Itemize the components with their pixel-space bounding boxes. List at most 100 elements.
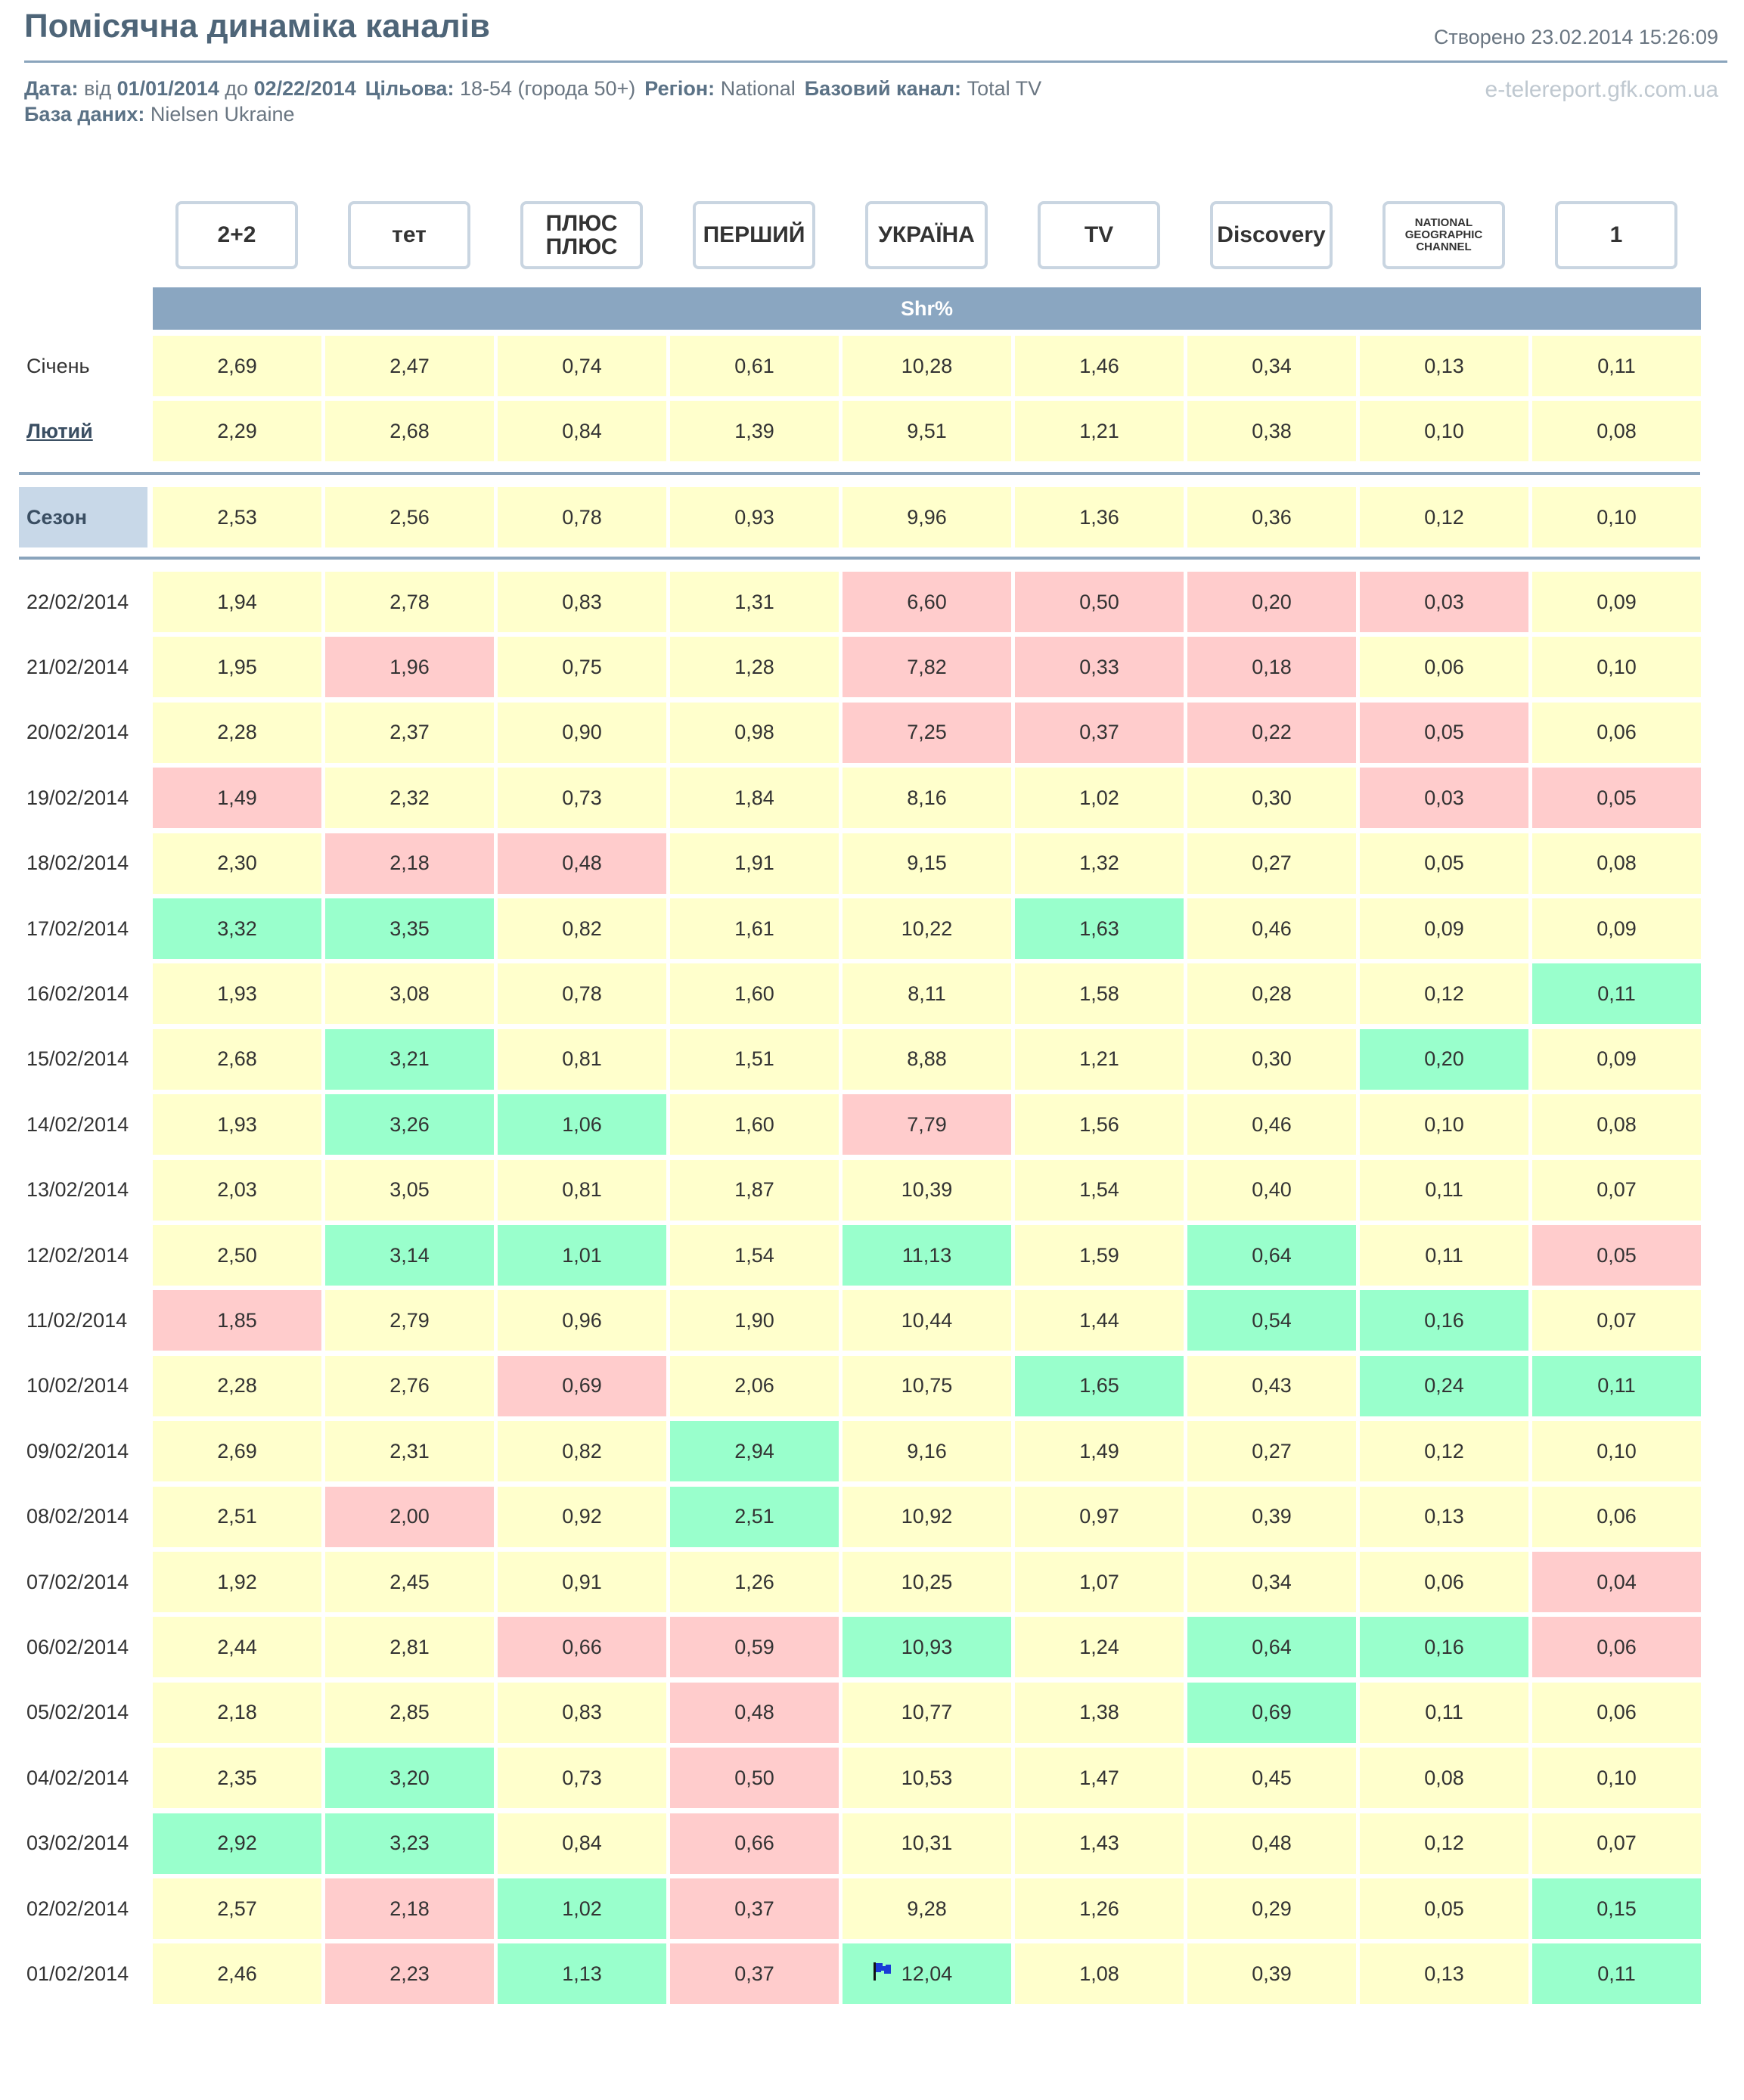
value-cell: 2,68 — [325, 401, 494, 461]
value-cell: 10,93 — [843, 1617, 1011, 1678]
value-cell: 0,08 — [1532, 1094, 1701, 1155]
value-cell: 1,43 — [1015, 1813, 1184, 1874]
channel-logo: TV — [1038, 201, 1160, 269]
value-cell: 0,16 — [1360, 1617, 1528, 1678]
value-cell: 2,92 — [153, 1813, 321, 1874]
value-cell: 2,47 — [325, 336, 494, 396]
value-cell: 1,96 — [325, 637, 494, 698]
filter-line: Дата: від 01/01/2014 до 02/22/2014 Цільов… — [24, 76, 1050, 101]
value-cell: 0,90 — [498, 702, 666, 763]
value-cell: 2,44 — [153, 1617, 321, 1678]
row-label: 08/02/2014 — [26, 1505, 129, 1528]
value-cell: 10,39 — [843, 1159, 1011, 1221]
value-cell: 0,06 — [1532, 1617, 1701, 1678]
channel-logo: 1 — [1555, 201, 1677, 269]
value-cell: 1,08 — [1015, 1943, 1184, 2005]
value-cell: 0,05 — [1360, 1878, 1528, 1939]
value-cell: 0,10 — [1360, 1094, 1528, 1155]
value-cell: 0,54 — [1187, 1290, 1356, 1351]
value-cell: 0,13 — [1360, 1486, 1528, 1547]
value-cell: 6,60 — [843, 572, 1011, 632]
value-cell: 1,38 — [1015, 1682, 1184, 1743]
title: Помісячна динаміка каналів — [24, 8, 490, 45]
value-cell: 0,83 — [498, 1682, 666, 1743]
filter: Регіон: National — [644, 77, 795, 100]
value-cell: 2,53 — [153, 487, 321, 547]
value-cell: 0,81 — [498, 1028, 666, 1090]
separator — [19, 557, 1700, 560]
value-cell: 0,10 — [1532, 637, 1701, 698]
value-cell: 1,94 — [153, 572, 321, 632]
value-cell: 2,23 — [325, 1943, 494, 2005]
value-cell: 0,69 — [498, 1355, 666, 1416]
row-label: 14/02/2014 — [26, 1112, 129, 1136]
value-cell: 2,85 — [325, 1682, 494, 1743]
value-cell: 10,77 — [843, 1682, 1011, 1743]
value-cell: 1,02 — [498, 1878, 666, 1939]
value-cell: 0,37 — [1015, 702, 1184, 763]
value-cell: 0,07 — [1532, 1290, 1701, 1351]
value-cell: 0,98 — [670, 702, 839, 763]
value-cell: 0,73 — [498, 768, 666, 829]
value-cell: 2,51 — [670, 1486, 839, 1547]
value-cell: 0,50 — [670, 1748, 839, 1809]
value-cell: 9,28 — [843, 1878, 1011, 1939]
value-cell: 2,69 — [153, 336, 321, 396]
value-cell: 0,06 — [1532, 1486, 1701, 1547]
value-cell: 2,18 — [325, 1878, 494, 1939]
value-cell: 0,38 — [1187, 401, 1356, 461]
flag-svg — [874, 1962, 891, 1981]
value-cell: 2,46 — [153, 1943, 321, 2005]
row-label: 18/02/2014 — [26, 851, 129, 875]
value-cell: 0,22 — [1187, 702, 1356, 763]
value-cell: 0,03 — [1360, 572, 1528, 632]
value-cell: 0,33 — [1015, 637, 1184, 698]
value-cell: 0,05 — [1532, 768, 1701, 829]
value-cell: 0,24 — [1360, 1355, 1528, 1416]
filter-value: від — [84, 77, 112, 100]
value-cell: 0,05 — [1360, 702, 1528, 763]
filter-label: База даних: — [24, 103, 145, 126]
value-cell: 1,32 — [1015, 833, 1184, 894]
value-cell: 2,81 — [325, 1617, 494, 1678]
value-cell: 2,68 — [153, 1028, 321, 1090]
filter-value: 01/01/2014 — [116, 77, 219, 100]
channel-logo: 2+2 — [175, 201, 298, 269]
value-cell: 0,43 — [1187, 1355, 1356, 1416]
value-cell: 0,74 — [498, 336, 666, 396]
filter-label: Цільова: — [365, 77, 455, 100]
value-cell: 0,45 — [1187, 1748, 1356, 1809]
value-cell: 0,04 — [1532, 1552, 1701, 1612]
header-rule — [24, 60, 1727, 63]
row-label: 10/02/2014 — [26, 1374, 129, 1397]
value-cell: 2,03 — [153, 1159, 321, 1221]
value-cell: 1,65 — [1015, 1355, 1184, 1416]
value-cell: 10,75 — [843, 1355, 1011, 1416]
value-cell: 0,59 — [670, 1617, 839, 1678]
filter-value: 18-54 (города 50+) — [459, 77, 636, 100]
filter-label: Базовий канал: — [804, 77, 962, 100]
value-cell: 1,54 — [670, 1225, 839, 1286]
value-cell: 0,48 — [498, 833, 666, 894]
value-cell: 0,84 — [498, 1813, 666, 1874]
value-cell: 0,09 — [1360, 898, 1528, 959]
row-label: 15/02/2014 — [26, 1047, 129, 1071]
filter: Базовий канал: Total TV — [805, 77, 1041, 100]
value-cell: 1,54 — [1015, 1159, 1184, 1221]
value-cell: 10,31 — [843, 1813, 1011, 1874]
value-cell: 0,37 — [670, 1943, 839, 2005]
value-cell: 1,39 — [670, 401, 839, 461]
row-label: 20/02/2014 — [26, 721, 129, 744]
channel-logo: тет — [348, 201, 470, 269]
value-cell: 2,06 — [670, 1355, 839, 1416]
value-cell: 2,31 — [325, 1421, 494, 1482]
value-cell: 2,32 — [325, 768, 494, 829]
row-label: 11/02/2014 — [26, 1308, 128, 1332]
value-cell: 10,92 — [843, 1486, 1011, 1547]
value-cell: 1,61 — [670, 898, 839, 959]
value-cell: 0,11 — [1360, 1682, 1528, 1743]
value-cell: 0,11 — [1532, 963, 1701, 1025]
value-cell: 0,03 — [1360, 768, 1528, 829]
row-label: 05/02/2014 — [26, 1701, 129, 1724]
value-cell: 0,92 — [498, 1486, 666, 1547]
